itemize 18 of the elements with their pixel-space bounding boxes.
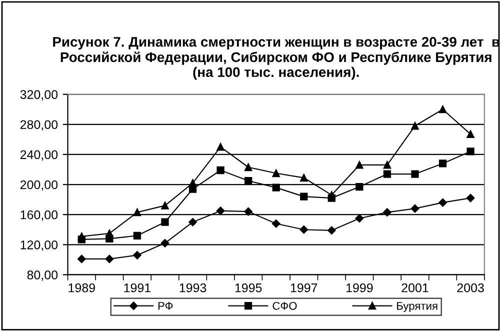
y-tick-label: 280,00 bbox=[20, 120, 58, 131]
x-tick-label: 1989 bbox=[68, 283, 95, 292]
y-tick-label: 240,00 bbox=[20, 150, 58, 161]
x-tick-label: 1995 bbox=[235, 283, 262, 292]
y-tick-label: 160,00 bbox=[20, 210, 58, 221]
legend-label: СФО bbox=[272, 302, 297, 310]
legend-label: РФ bbox=[158, 302, 173, 310]
x-tick-label: 1993 bbox=[180, 283, 206, 292]
legend-label: Бурятия bbox=[397, 302, 438, 312]
x-tick-label: 1997 bbox=[290, 283, 318, 292]
x-tick-label: 1991 bbox=[124, 283, 151, 292]
x-tick-label: 2001 bbox=[402, 283, 428, 292]
y-tick-label: 120,00 bbox=[20, 240, 58, 251]
y-tick-label: 200,00 bbox=[20, 180, 58, 191]
x-tick-label: 2003 bbox=[457, 283, 484, 292]
y-tick-label: 80,00 bbox=[27, 270, 58, 281]
y-tick-label: 320,00 bbox=[20, 90, 58, 100]
x-tick-label: 1999 bbox=[346, 283, 373, 292]
